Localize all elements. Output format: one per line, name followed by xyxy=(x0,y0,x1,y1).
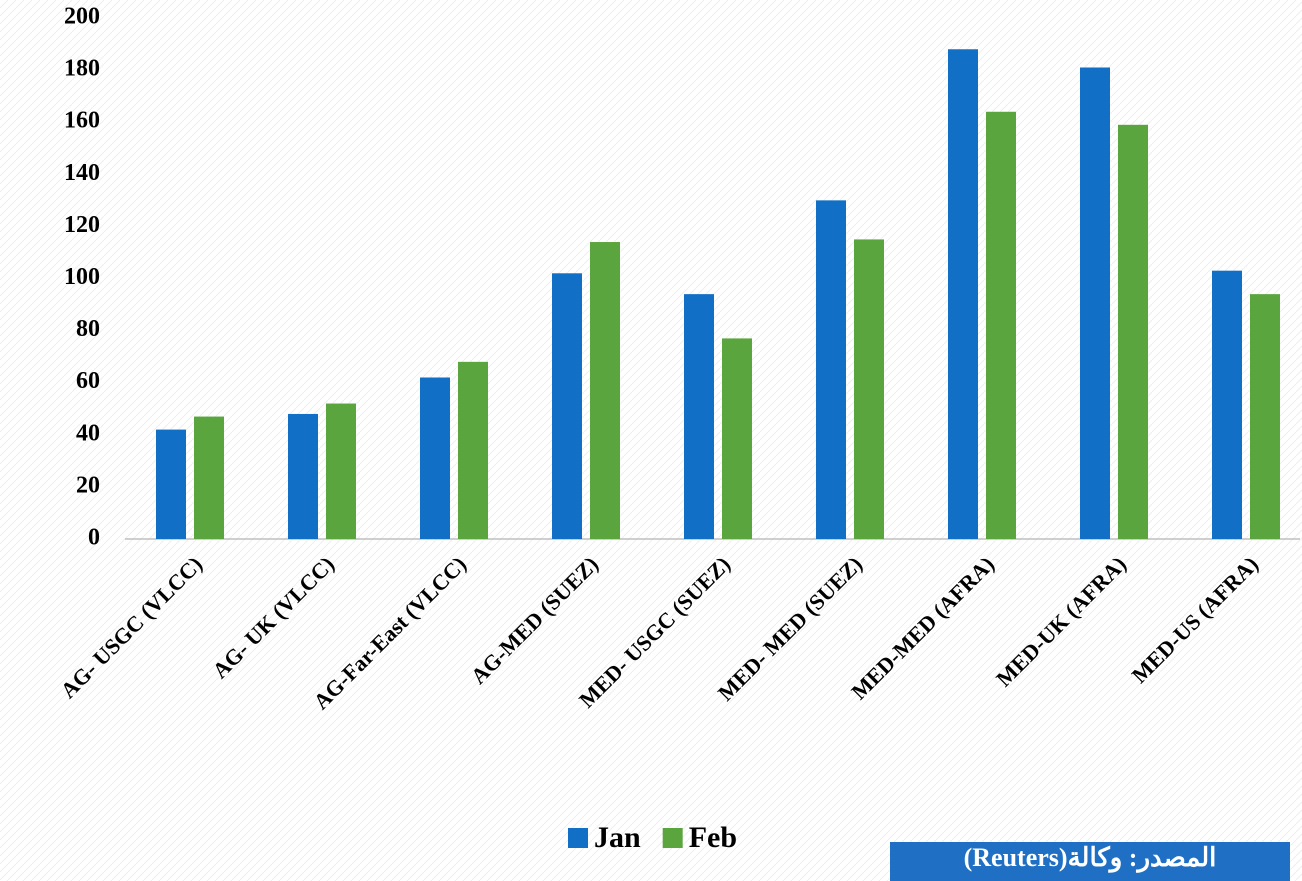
bar xyxy=(1250,294,1280,539)
source-box xyxy=(890,842,1290,881)
bar xyxy=(816,200,846,539)
bar xyxy=(1080,67,1110,540)
y-tick-label: 200 xyxy=(64,4,100,30)
y-tick-label: 40 xyxy=(76,420,100,446)
y-tick-label: 20 xyxy=(76,472,100,498)
y-tick-label: 60 xyxy=(76,368,100,394)
bar xyxy=(1118,124,1148,540)
bar xyxy=(552,273,582,539)
y-tick-label: 80 xyxy=(76,316,100,342)
bar xyxy=(854,239,884,540)
y-tick-label: 100 xyxy=(64,264,100,290)
bar xyxy=(590,242,620,539)
legend-swatch xyxy=(662,828,683,848)
bar xyxy=(420,377,450,539)
bar xyxy=(986,111,1016,539)
bar xyxy=(948,49,978,539)
y-tick-label: 160 xyxy=(64,108,100,134)
bar xyxy=(1212,270,1242,539)
y-tick-label: 120 xyxy=(64,212,100,238)
legend-swatch xyxy=(568,828,588,848)
bar xyxy=(722,338,752,539)
bar xyxy=(326,403,356,539)
y-tick-label: 0 xyxy=(88,525,100,551)
bar xyxy=(684,294,714,539)
bar xyxy=(194,416,224,539)
legend-label: Feb xyxy=(689,821,737,854)
bar xyxy=(156,429,186,539)
legend-label: Jan xyxy=(594,821,641,854)
bar xyxy=(458,361,488,539)
bar xyxy=(288,413,318,539)
y-tick-label: 180 xyxy=(64,56,100,82)
source: المصدر: وكالة(Reuters) xyxy=(964,843,1217,873)
y-tick-label: 140 xyxy=(64,160,100,186)
